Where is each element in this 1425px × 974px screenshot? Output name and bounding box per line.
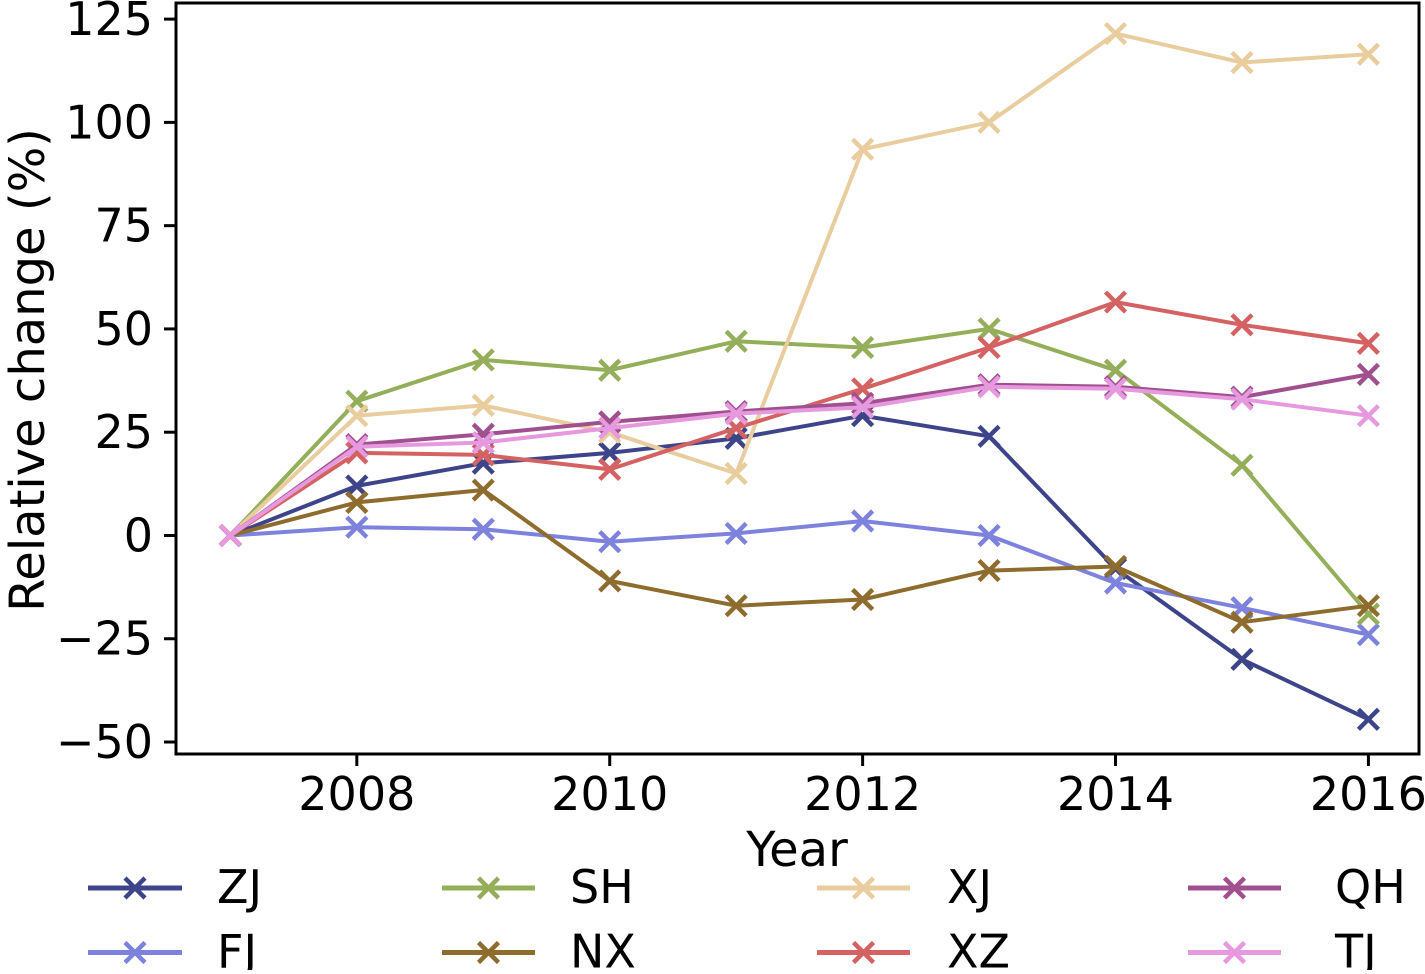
legend-marker-XZ (851, 940, 876, 965)
y-tick-label: 100 (65, 95, 153, 149)
legend-item-QH: QH (1188, 860, 1406, 914)
series-markers-NX (218, 478, 1381, 634)
y-tick-label: 50 (94, 302, 153, 356)
legend-label-QH: QH (1335, 860, 1406, 914)
series-line-NX (228, 488, 1371, 625)
y-tick-label: 0 (124, 508, 153, 562)
legend-label-FJ: FJ (217, 925, 257, 971)
x-tick-label: 2008 (298, 767, 415, 821)
legend-marker-SH (476, 876, 501, 900)
legend-label-ZJ: ZJ (217, 860, 262, 914)
legend-label-TJ: TJ (1334, 925, 1377, 971)
legend: ZJ FJ SH NX XJ XZ QH TJ (88, 860, 1406, 974)
legend-label-XZ: XZ (947, 925, 1010, 971)
legend-marker-TJ (1222, 940, 1247, 965)
series-line-TJ (228, 384, 1371, 538)
legend-item-FJ: FJ (88, 925, 257, 974)
x-tick-label: 2014 (1057, 767, 1174, 821)
plot-area: 125 100 75 50 25 0 −25 −50 2008 2010 2012 2014 2016 (56, 0, 1425, 821)
series-markers-FJ (218, 509, 1381, 647)
legend-marker-NX (476, 940, 501, 965)
series-line-FJ (228, 519, 1371, 637)
legend-marker-XJ (851, 876, 876, 900)
legend-item-XZ: XZ (817, 925, 1010, 974)
series-markers-SH (218, 317, 1381, 626)
y-tick-label: 125 (65, 0, 153, 46)
series-markers-XZ (218, 290, 1381, 548)
legend-label-NX: NX (570, 925, 636, 971)
series-line-XJ (228, 31, 1371, 538)
legend-item-XJ: XJ (817, 860, 992, 914)
legend-item-NX: NX (442, 925, 636, 974)
legend-marker-FJ (123, 940, 147, 965)
y-tick-label: −25 (56, 612, 153, 666)
series-line-XZ (228, 300, 1371, 538)
legend-marker-QH (1222, 876, 1247, 900)
x-tick-label: 2012 (804, 767, 921, 821)
legend-marker-ZJ (123, 876, 147, 900)
legend-item-TJ: TJ (1188, 925, 1377, 974)
y-tick-label: 75 (94, 199, 153, 253)
series-line-QH (228, 372, 1371, 538)
plot-border (174, 1, 1421, 756)
series-line-SH (228, 326, 1371, 616)
y-tick-label: 25 (94, 405, 153, 459)
legend-item-ZJ: ZJ (88, 860, 262, 914)
legend-label-SH: SH (570, 860, 634, 914)
series-markers-TJ (218, 375, 1381, 548)
legend-item-SH: SH (442, 860, 634, 914)
y-tick-label: −50 (56, 715, 153, 769)
series-line-ZJ (228, 413, 1371, 722)
y-axis-title: Relative change (%) (0, 128, 56, 612)
x-tick-label: 2010 (551, 767, 668, 821)
series-markers-XJ (218, 21, 1381, 548)
x-tick-label: 2016 (1310, 767, 1425, 821)
x-axis-title: Year (745, 822, 848, 878)
legend-label-XJ: XJ (947, 860, 992, 914)
